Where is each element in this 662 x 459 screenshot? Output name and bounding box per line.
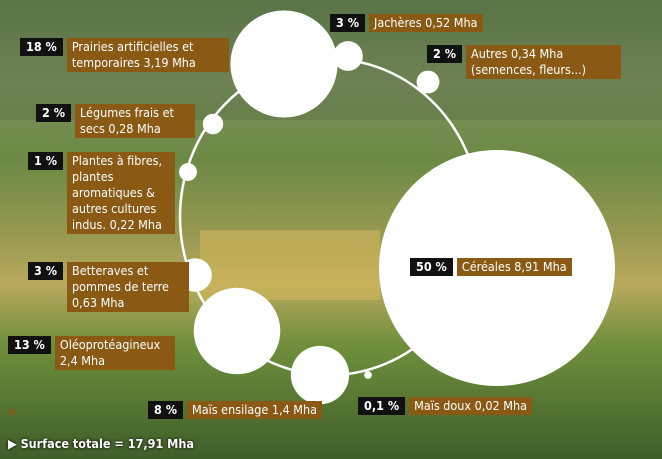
percent-label: 8 % [148, 401, 184, 419]
area-label: 0,28 Mha [108, 121, 161, 136]
category-name: Oléoprotéagineux [59, 337, 161, 352]
label: 0,1 % Maïs doux 0,02 Mha [358, 397, 532, 415]
category-detail: (semences, fleurs...) [471, 62, 587, 77]
label: 2 % Autres 0,34 Mha (semences, fleurs...) [427, 45, 622, 79]
bubble [364, 371, 372, 379]
bubble [290, 345, 350, 405]
category-text: Plantes à fibres, plantes aromatiques & … [67, 152, 176, 234]
category-name: Plantes à fibres, plantes aromatiques & … [72, 153, 163, 232]
percent-label: 50 % [410, 258, 453, 276]
category-name: Maïs doux [414, 398, 472, 413]
percent-label: 1 % [28, 152, 64, 170]
percent-label: 13 % [8, 336, 51, 354]
percent-label: 0,1 % [358, 397, 406, 415]
percent-label: 3 % [28, 262, 64, 280]
percent-label: 2 % [36, 104, 72, 122]
bubble [230, 10, 338, 118]
label: 2 % Légumes frais et secs 0,28 Mha [36, 104, 196, 138]
area-label: 1,4 Mha [271, 402, 318, 417]
arrow [10, 408, 16, 416]
category-name: Céréales [461, 259, 511, 274]
label: 18 % Prairies artificielles et temporaire… [20, 38, 229, 72]
category-text: Légumes frais et secs 0,28 Mha [75, 104, 196, 138]
category-name: Maïs ensilage [192, 402, 269, 417]
area-label: 3,19 Mha [143, 55, 196, 70]
bubble [202, 113, 224, 135]
area-label: 8,91 Mha [514, 259, 567, 274]
area-label: 0,63 Mha [72, 295, 125, 310]
category-name: Légumes frais et secs [80, 105, 174, 136]
label: 3 % Jachères 0,52 Mha [330, 14, 483, 32]
total-text: Surface totale = 17,91 Mha [20, 436, 194, 451]
label: 50 % Céréales 8,91 Mha [410, 258, 572, 276]
category-name: Jachères [374, 15, 422, 30]
percent-label: 2 % [427, 45, 463, 63]
percent-label: 18 % [20, 38, 63, 56]
area-label: 0,52 Mha [425, 15, 478, 30]
category-text: Prairies artificielles et temporaires 3,… [66, 38, 229, 72]
total: ▶ Surface totale = 17,91 Mha [8, 436, 194, 451]
label: 1 % Plantes à fibres, plantes aromatiques… [28, 152, 176, 234]
bubble [179, 163, 197, 181]
category-text: Maïs doux 0,02 Mha [409, 397, 532, 415]
bubble [333, 41, 363, 71]
category-text: Betteraves et pommes de terre 0,63 Mha [67, 262, 190, 312]
area-label: 0,22 Mha [109, 217, 162, 232]
category-name: Betteraves et pommes de terre [72, 263, 169, 294]
category-text: Autres 0,34 Mha (semences, fleurs...) [466, 45, 622, 79]
category-text: Céréales 8,91 Mha [456, 258, 572, 276]
category-name: Autres [471, 46, 508, 61]
category-text: Maïs ensilage 1,4 Mha [187, 401, 323, 419]
area-label: 2,4 Mha [59, 353, 106, 368]
label: 8 % Maïs ensilage 1,4 Mha [148, 401, 323, 419]
bubble [416, 70, 440, 94]
category-text: Jachères 0,52 Mha [369, 14, 483, 32]
label: 13 % Oléoprotéagineux 2,4 Mha [8, 336, 175, 370]
category-name: Prairies artificielles et temporaires [71, 39, 194, 70]
percent-label: 3 % [330, 14, 366, 32]
area-label: 0,34 Mha [510, 46, 564, 61]
bubble [193, 287, 281, 375]
category-text: Oléoprotéagineux 2,4 Mha [54, 336, 175, 370]
label: 3 % Betteraves et pommes de terre 0,63 Mh… [28, 262, 190, 312]
area-label: 0,02 Mha [474, 398, 527, 413]
